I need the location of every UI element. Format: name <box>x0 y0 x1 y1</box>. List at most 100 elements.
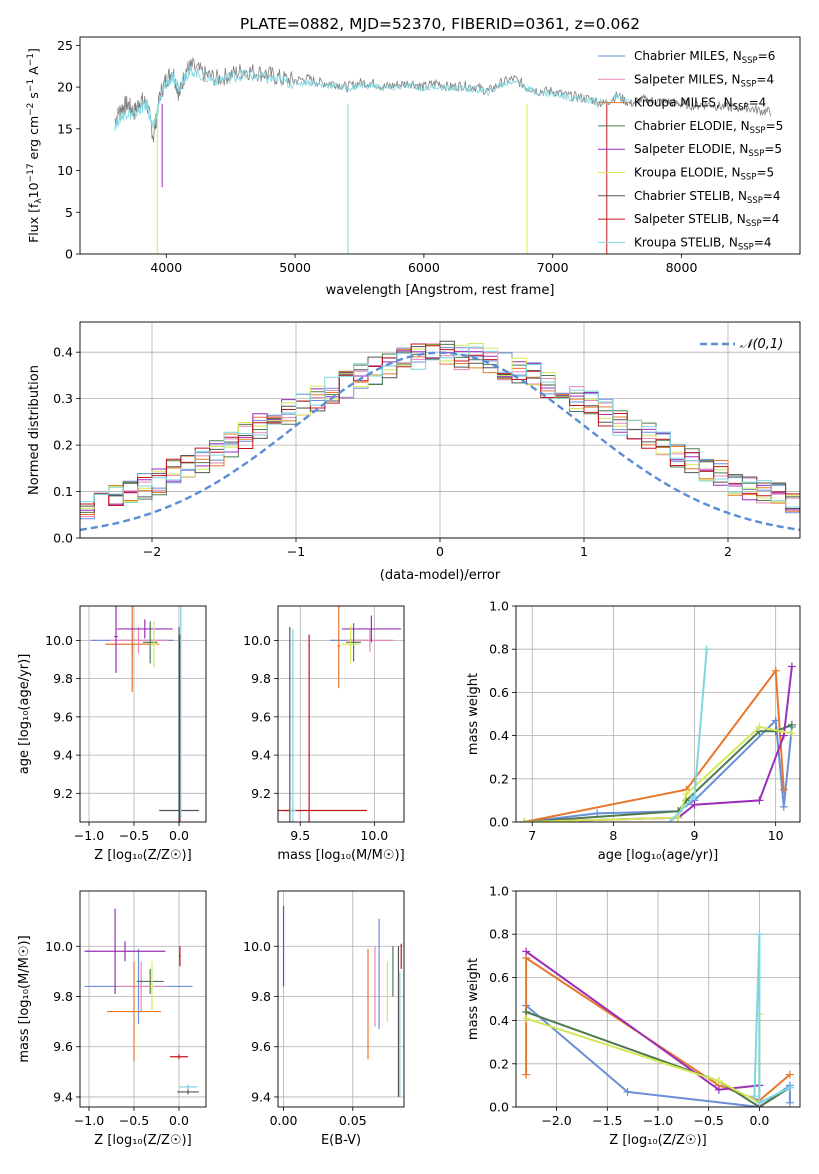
y-tick-label: 10.0 <box>243 633 271 648</box>
legend-entry: Salpeter MILES, NSSP=4 <box>634 72 774 89</box>
x-axis-label: age [log₁₀(age/yr)] <box>598 848 719 863</box>
y-tick-label: 9.2 <box>53 786 73 801</box>
error-crosses <box>90 606 199 822</box>
y-tick-label: 9.4 <box>251 1089 271 1104</box>
axes-frame <box>277 890 405 1108</box>
x-tick-label: −1 <box>287 544 305 559</box>
spectrum-series-0 <box>114 56 772 143</box>
y-tick-label: 9.6 <box>251 1039 271 1054</box>
axes-panel: −2.0 −1.5 −1.0 −0.5 0.0 0.0 0.2 0.4 0.6 0.8 1.0 <box>489 884 800 1128</box>
x-tick-label: 10 <box>768 828 784 843</box>
x-tick-label: 6000 <box>408 260 440 275</box>
legend-suffix: =4 <box>754 235 772 249</box>
y-tick-label: 0.3 <box>53 391 73 406</box>
legend-subscript: SSP <box>742 56 758 66</box>
y-axis-label: Normed distribution <box>27 365 42 495</box>
series-line-2 <box>524 723 793 822</box>
x-tick-label: 0.0 <box>169 1113 189 1128</box>
axes-panel: 9.5 10.0 9.2 9.4 9.6 9.8 10.0 <box>243 606 404 843</box>
ylabel-sup: −1 <box>26 79 36 92</box>
y-tick-label: 1.0 <box>489 884 509 899</box>
y-tick-label: 9.8 <box>251 989 271 1004</box>
histogram-7 <box>80 343 800 510</box>
ylabel-part: ] <box>26 48 41 53</box>
x-axis-label: E(B-V) <box>321 1133 361 1148</box>
y-tick-label: 0.8 <box>489 642 509 657</box>
y-tick-label: 0.0 <box>489 1100 509 1115</box>
ylabel-part: A <box>26 66 41 79</box>
y-tick-label: 0.0 <box>489 815 509 830</box>
x-tick-label: 5000 <box>279 260 311 275</box>
x-tick-label: 0.00 <box>270 1113 298 1128</box>
y-tick-label: 9.2 <box>251 786 271 801</box>
y-tick-label: 10.0 <box>243 939 271 954</box>
legend-suffix: =4 <box>749 96 767 110</box>
y-tick-label: 0.2 <box>489 1056 509 1071</box>
x-tick-label: −0.5 <box>694 1113 724 1128</box>
axes-frame <box>515 890 801 1108</box>
axes-frame <box>79 36 801 255</box>
histogram-8 <box>80 346 800 508</box>
y-tick-label: 9.6 <box>53 709 73 724</box>
weight-lines <box>520 645 796 822</box>
y-tick-label: 10 <box>57 163 73 178</box>
x-tick-label: 7000 <box>537 260 569 275</box>
legend-subscript: SSP <box>750 126 766 136</box>
y-tick-label: 0.2 <box>53 438 73 453</box>
axes-frame <box>277 605 405 823</box>
y-tick-label: 0.2 <box>489 771 509 786</box>
legend-entry: 𝒩(0,1) <box>740 337 783 352</box>
ylabel-sup: −2 <box>26 103 36 116</box>
legend-subscript: SSP <box>748 149 764 159</box>
legend-suffix: =4 <box>756 72 774 86</box>
x-tick-label: 4000 <box>150 260 182 275</box>
spectrum-series-1 <box>114 65 630 131</box>
ylabel-part: erg cm <box>26 116 41 164</box>
x-tick-label: 0.05 <box>339 1113 367 1128</box>
legend-subscript: SSP <box>741 173 757 183</box>
legend-suffix: =4 <box>763 189 781 203</box>
y-tick-label: 9.4 <box>251 748 271 763</box>
x-tick-label: 0.0 <box>749 1113 769 1128</box>
axes-panel: −1.0 −0.5 0.0 9.2 9.4 9.6 9.8 10.0 <box>45 606 206 843</box>
figure-title: PLATE=0882, MJD=52370, FIBERID=0361, z=0… <box>240 15 640 33</box>
ylabel-sup: −17 <box>26 163 36 182</box>
legend-subscript: SSP <box>741 79 757 89</box>
spectrum-lines <box>114 56 772 254</box>
y-tick-label: 9.4 <box>53 1089 73 1104</box>
histograms <box>80 340 800 532</box>
y-tick-label: 0.0 <box>53 531 73 546</box>
x-tick-label: −1.5 <box>592 1113 622 1128</box>
x-axis-label: mass [log₁₀(M/M☉)] <box>277 848 404 863</box>
x-tick-label: 9.5 <box>290 828 310 843</box>
x-tick-label: −0.5 <box>119 1113 149 1128</box>
legend-entry: Kroupa ELODIE, NSSP=5 <box>634 166 774 183</box>
y-tick-label: 9.6 <box>53 1039 73 1054</box>
y-tick-label: 9.8 <box>53 989 73 1004</box>
x-tick-label: 2 <box>724 544 732 559</box>
x-axis-label: Z [log₁₀(Z/Z☉)] <box>609 1133 706 1148</box>
error-crosses <box>282 906 402 1097</box>
axes-panel: 7 8 9 10 0.0 0.2 0.4 0.6 0.8 1.0 <box>489 599 800 843</box>
series-line-2 <box>525 1011 791 1107</box>
legend-entry: Salpeter STELIB, NSSP=4 <box>634 212 779 229</box>
weight-lines <box>522 930 794 1107</box>
legend-suffix: =5 <box>766 119 784 133</box>
x-tick-label: −1.0 <box>74 828 104 843</box>
y-tick-label: 0.4 <box>489 728 509 743</box>
legend-suffix: =5 <box>764 142 782 156</box>
legend-suffix: =4 <box>762 212 780 226</box>
x-axis-label: wavelength [Angstrom, rest frame] <box>326 283 555 298</box>
y-tick-label: 0.1 <box>53 484 73 499</box>
axes-panel: −1.0 −0.5 0.0 9.4 9.6 9.8 10.0 <box>45 891 206 1128</box>
y-tick-label: 0 <box>65 247 73 262</box>
y-tick-label: 0.8 <box>489 927 509 942</box>
legend-entry: Kroupa STELIB, NSSP=4 <box>634 235 772 252</box>
legend: Chabrier MILES, NSSP=6 Salpeter MILES, NS… <box>598 49 783 252</box>
series-line-5 <box>753 934 791 1105</box>
axes-panel: 0.00 0.05 9.4 9.6 9.8 10.0 <box>243 891 404 1128</box>
x-tick-label: 0.0 <box>169 828 189 843</box>
legend-entry: Chabrier ELODIE, NSSP=5 <box>634 119 783 136</box>
legend-subscript: SSP <box>746 219 762 229</box>
x-tick-label: −0.5 <box>119 828 149 843</box>
